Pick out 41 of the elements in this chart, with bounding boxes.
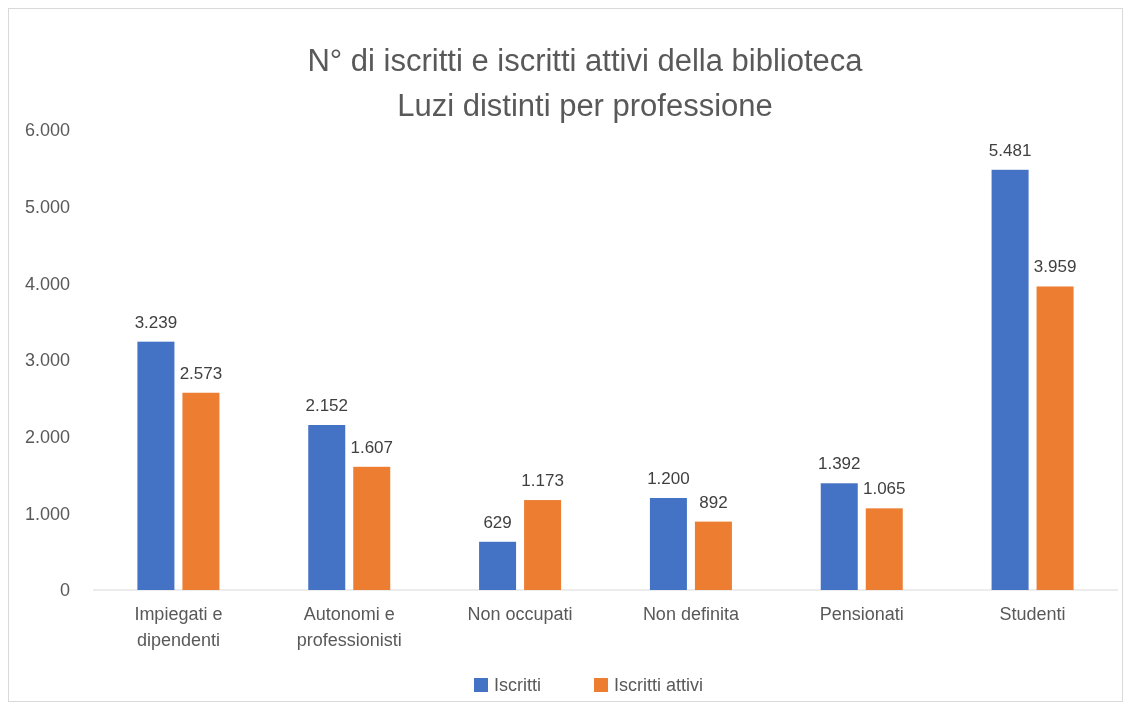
y-tick-label: 3.000 bbox=[24, 350, 70, 371]
chart-subtitle: Luzi distinti per professione bbox=[397, 88, 773, 123]
data-label: 1.392 bbox=[817, 454, 861, 474]
bar bbox=[1036, 286, 1074, 590]
x-tick-label: Non occupati bbox=[467, 604, 573, 624]
data-label: 5.481 bbox=[988, 140, 1032, 160]
data-label: 3.239 bbox=[134, 312, 178, 332]
bar bbox=[649, 498, 687, 590]
x-tick-label: Pensionati bbox=[819, 604, 904, 624]
data-label: 892 bbox=[699, 492, 728, 512]
bar bbox=[182, 392, 220, 590]
bar bbox=[865, 508, 903, 590]
data-label: 1.065 bbox=[862, 479, 906, 499]
data-label: 1.173 bbox=[521, 471, 564, 491]
y-tick-label: 2.000 bbox=[24, 426, 70, 447]
bar bbox=[353, 466, 391, 590]
data-label: 1.200 bbox=[647, 469, 690, 488]
legend-label: Iscritti attivi bbox=[614, 675, 704, 695]
y-tick-label: 4.000 bbox=[24, 273, 70, 294]
y-tick-label: 0 bbox=[59, 580, 70, 601]
x-tick-label: Autonomi e professionisti bbox=[296, 604, 402, 650]
chart-title: N° di iscritti e iscritti attivi della biblioteca bbox=[307, 43, 864, 78]
legend-label: Iscritti bbox=[494, 675, 541, 695]
data-label: 2.573 bbox=[179, 363, 223, 383]
y-tick-label: 1.000 bbox=[24, 503, 70, 524]
x-tick-label: Studenti bbox=[999, 604, 1066, 624]
y-tick-label: 6.000 bbox=[24, 120, 70, 141]
x-tick-label: Impiegati e dipendenti bbox=[134, 604, 223, 650]
bar bbox=[694, 521, 732, 590]
bar bbox=[137, 341, 175, 590]
bar bbox=[524, 500, 562, 590]
data-label: 1.607 bbox=[350, 437, 394, 457]
bar bbox=[308, 425, 346, 590]
x-tick-label: Non definita bbox=[642, 604, 740, 624]
data-label: 3.959 bbox=[1033, 257, 1077, 277]
bar bbox=[991, 169, 1029, 590]
data-label: 2.152 bbox=[305, 396, 349, 416]
data-label: 629 bbox=[483, 512, 512, 532]
bar bbox=[479, 541, 517, 590]
bar bbox=[820, 483, 858, 590]
y-tick-label: 5.000 bbox=[24, 196, 70, 217]
